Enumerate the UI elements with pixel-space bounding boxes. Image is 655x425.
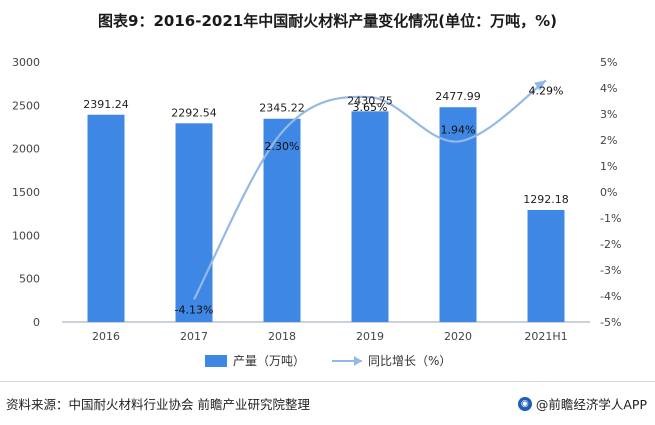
footer-divider — [0, 381, 655, 382]
brand-logo-icon: ◉ — [517, 396, 532, 411]
x-tick-label: 2020 — [444, 330, 472, 343]
legend-bar-swatch — [205, 354, 227, 367]
y-right-tick-label: -1% — [600, 212, 621, 225]
y-right-tick-label: 4% — [600, 82, 617, 95]
bar-value-label: 2430.75 — [347, 94, 393, 107]
y-right-tick-label: 2% — [600, 134, 617, 147]
bar — [439, 107, 477, 322]
x-tick-label: 2016 — [92, 330, 120, 343]
brand-text: @前瞻经济学人APP — [535, 397, 647, 412]
chart-canvas: 0 500 1000 1500 2000 2500 3000 -5% -4% -3% -2% -1% 0… — [12, 56, 621, 343]
bar — [87, 114, 125, 322]
bar-value-label: 2391.24 — [83, 98, 129, 111]
growth-line-arrowhead — [534, 80, 546, 91]
axes: 0 500 1000 1500 2000 2500 3000 -5% -4% -3% -2% -1% 0… — [12, 56, 621, 343]
y-left-tick-label: 2000 — [12, 143, 40, 156]
growth-value-label: 2.30% — [265, 140, 300, 153]
growth-line-path — [193, 79, 547, 300]
bar — [175, 123, 213, 322]
growth-value-label: -4.13% — [175, 303, 214, 316]
brand-mark: ◉ @前瞻经济学人APP — [517, 394, 647, 413]
y-left-tick-label: 3000 — [12, 56, 40, 69]
legend: 产量（万吨） 同比增长（%） — [0, 350, 655, 370]
y-left-tick-label: 1000 — [12, 229, 40, 242]
y-right-tick-label: -3% — [600, 264, 621, 277]
bar-value-label: 2477.99 — [435, 90, 481, 103]
x-tick-label: 2017 — [180, 330, 208, 343]
growth-line — [193, 79, 547, 300]
legend-line-arrow-icon — [332, 355, 362, 367]
data-labels: 2391.24 2292.54 2345.22 2430.75 2477.99 1292.… — [83, 84, 569, 316]
growth-value-label: 3.65% — [353, 101, 388, 114]
y-left-tick-label: 1500 — [12, 186, 40, 199]
legend-bar-label: 产量（万吨） — [233, 354, 306, 368]
x-tick-label: 2021H1 — [524, 330, 567, 343]
y-right-tick-label: -4% — [600, 290, 621, 303]
y-right-tick-label: 5% — [600, 56, 617, 69]
y-left-tick-label: 2500 — [12, 99, 40, 112]
y-left-tick-label: 500 — [19, 273, 40, 286]
y-right-tick-label: -2% — [600, 238, 621, 251]
x-tick-label: 2018 — [268, 330, 296, 343]
legend-line-label: 同比增长（%） — [368, 354, 452, 368]
y-left-tick-label: 0 — [33, 316, 40, 329]
y-right-tick-label: 1% — [600, 160, 617, 173]
bar — [351, 111, 389, 323]
y-right-tick-label: 0% — [600, 186, 617, 199]
growth-value-label: 4.29% — [529, 84, 564, 97]
bar-value-label: 2292.54 — [171, 106, 217, 119]
bar — [263, 118, 301, 323]
growth-value-label: 1.94% — [441, 124, 476, 137]
bar-value-label: 2345.22 — [259, 102, 305, 115]
legend-item-growth: 同比增长（%） — [332, 352, 451, 369]
chart-title: 图表9：2016-2021年中国耐火材料产量变化情况(单位：万吨，%) — [98, 12, 557, 30]
y-right-tick-label: -5% — [600, 316, 621, 329]
bar — [527, 210, 565, 322]
y-right-tick-label: 3% — [600, 108, 617, 121]
bars — [87, 107, 565, 323]
x-tick-label: 2019 — [356, 330, 384, 343]
bar-value-label: 1292.18 — [523, 193, 569, 206]
legend-item-production: 产量（万吨） — [205, 352, 305, 369]
source-note: 资料来源：中国耐火材料行业协会 前瞻产业研究院整理 — [6, 397, 310, 412]
